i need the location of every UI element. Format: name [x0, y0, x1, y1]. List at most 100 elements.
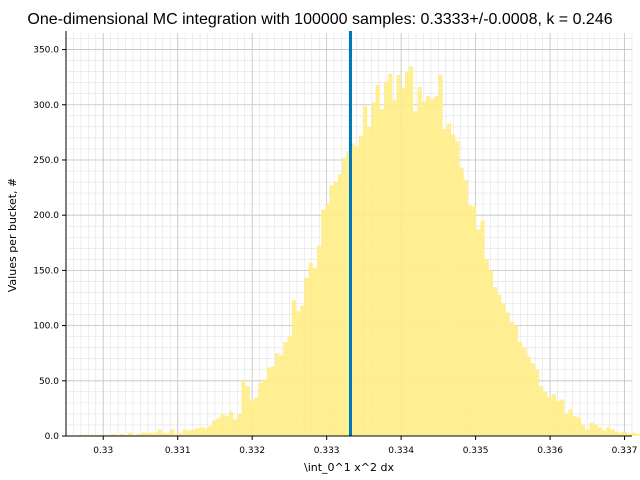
- histogram-bar: [505, 312, 510, 436]
- histogram-bar: [224, 416, 229, 436]
- histogram-bar: [270, 366, 275, 436]
- histogram-bar: [576, 417, 582, 436]
- histogram-bar: [367, 126, 372, 437]
- histogram-bar: [316, 246, 322, 436]
- histogram-bar: [103, 434, 108, 436]
- histogram-bar: [363, 105, 368, 437]
- histogram-bar: [627, 433, 632, 436]
- histogram-bar: [300, 305, 305, 436]
- x-tick-label: 0.334: [388, 446, 414, 456]
- histogram-bar: [409, 66, 414, 436]
- histogram-bar: [77, 434, 83, 436]
- histogram-bar: [618, 432, 623, 436]
- histogram-bar: [279, 355, 284, 436]
- histogram-bar: [585, 429, 590, 436]
- histogram-bar: [237, 413, 242, 436]
- histogram-bar: [241, 380, 246, 436]
- histogram-bar: [128, 432, 133, 436]
- histogram-bar: [388, 73, 393, 437]
- histogram-bar: [199, 427, 204, 436]
- y-tick-label: 150.0: [33, 266, 59, 276]
- histogram-bar: [526, 356, 531, 436]
- histogram-bar: [186, 430, 192, 436]
- histogram-bar: [266, 367, 271, 436]
- histogram-bar: [107, 434, 112, 436]
- y-axis-label: Values per bucket, #: [6, 178, 19, 292]
- histogram-bar: [463, 179, 468, 437]
- histogram-bar: [308, 262, 313, 436]
- histogram-bar: [157, 429, 162, 436]
- histogram-bar: [178, 432, 183, 436]
- histogram-bar: [207, 426, 213, 436]
- histogram-bar: [400, 88, 405, 437]
- histogram-bar: [459, 167, 464, 437]
- y-tick-label: 200.0: [33, 211, 59, 221]
- histogram-bar: [602, 430, 607, 436]
- histogram-bar: [472, 206, 477, 436]
- histogram-bar: [94, 434, 99, 436]
- histogram-bar: [610, 429, 615, 436]
- histogram-bar: [488, 270, 494, 436]
- histogram-bar: [153, 432, 158, 436]
- histogram-bar: [396, 74, 401, 436]
- x-tick-label: 0.335: [463, 446, 489, 456]
- histogram-bar: [551, 394, 556, 436]
- histogram-bar: [451, 134, 456, 437]
- histogram-bar: [455, 141, 460, 436]
- histogram-bar: [534, 369, 540, 436]
- histogram-bar: [606, 427, 611, 436]
- histogram-bar: [383, 81, 389, 437]
- histogram-bar: [392, 100, 397, 437]
- histogram-bar: [140, 432, 146, 436]
- histogram-bar: [480, 220, 485, 436]
- histogram-bar: [283, 342, 288, 436]
- histogram-bar: [631, 432, 636, 436]
- histogram-bar: [258, 383, 263, 436]
- histogram-bar: [98, 434, 104, 436]
- histogram-bar: [509, 322, 514, 436]
- histogram-bar: [539, 386, 544, 436]
- histogram-bar: [501, 303, 506, 436]
- histogram-bar: [342, 157, 347, 436]
- x-axis-label: \int_0^1 x^2 dx: [304, 461, 394, 474]
- histogram-bar: [572, 416, 577, 436]
- histogram-bar: [82, 434, 87, 436]
- histogram-bar: [274, 353, 280, 436]
- histogram-bar: [216, 418, 221, 436]
- y-tick-label: 100.0: [33, 322, 59, 332]
- histogram-bar: [564, 413, 569, 436]
- histogram-bar: [262, 379, 267, 436]
- histogram-bar: [404, 71, 410, 437]
- histogram-bar: [228, 411, 234, 436]
- histogram-bar: [254, 397, 259, 436]
- histogram-bar: [161, 432, 166, 436]
- histogram-bar: [371, 102, 376, 437]
- histogram-bar: [434, 95, 439, 436]
- histogram-bar: [430, 99, 435, 436]
- histogram-bar: [249, 400, 255, 436]
- histogram-bar: [304, 278, 309, 436]
- histogram-bar: [182, 429, 187, 436]
- histogram-bar: [425, 95, 431, 436]
- histogram-bar: [375, 84, 380, 436]
- histogram-bar: [115, 434, 120, 436]
- histogram-bar: [379, 109, 384, 436]
- histogram-bar: [530, 363, 535, 436]
- y-tick-label: 250.0: [33, 156, 59, 166]
- y-tick-label: 300.0: [33, 101, 59, 111]
- chart-title: One-dimensional MC integration with 1000…: [27, 11, 612, 28]
- histogram-bar: [312, 268, 317, 436]
- histogram-bar: [333, 182, 338, 436]
- x-axis-ticks: 0.33 0.331 0.332 0.333 0.334 0.335 0.336 0.337: [93, 436, 637, 456]
- histogram-bar: [589, 422, 594, 436]
- histogram-bar: [170, 429, 175, 436]
- x-tick-label: 0.332: [239, 446, 265, 456]
- x-tick-label: 0.336: [537, 446, 563, 456]
- histogram-bar: [593, 424, 598, 436]
- histogram-bar: [622, 431, 628, 436]
- x-tick-label: 0.331: [165, 446, 191, 456]
- histogram-bars: [77, 66, 640, 437]
- histogram-bar: [522, 347, 527, 436]
- histogram-bar: [421, 101, 426, 436]
